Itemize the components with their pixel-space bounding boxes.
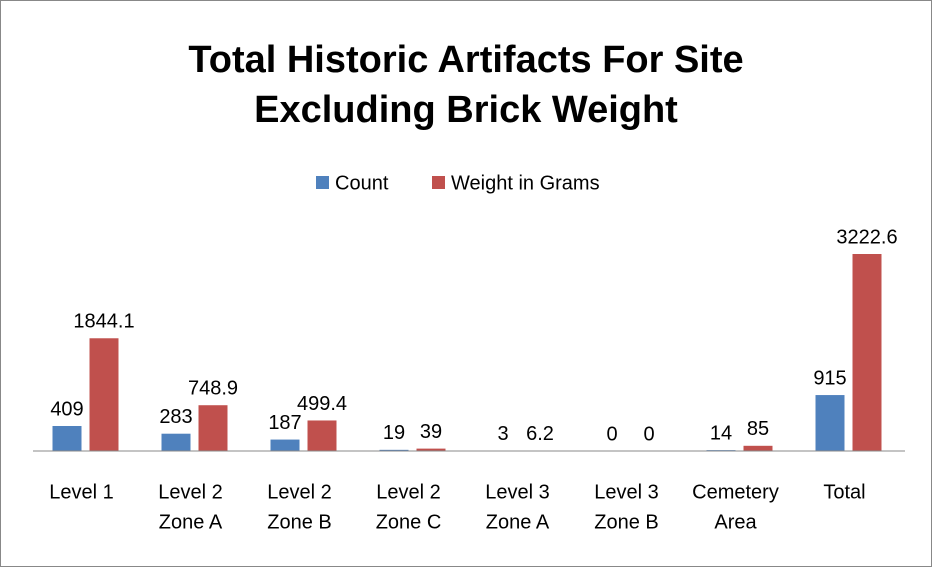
legend-swatch — [316, 176, 329, 189]
legend-label: Count — [335, 172, 389, 194]
data-label: 748.9 — [188, 378, 238, 400]
data-label: 6.2 — [526, 423, 554, 445]
data-label: 3 — [497, 423, 508, 445]
bar — [89, 338, 119, 451]
data-label: 39 — [420, 421, 442, 443]
data-label: 187 — [268, 412, 301, 434]
x-tick-label: Level 3 — [485, 481, 550, 503]
bar — [743, 445, 773, 451]
bar — [270, 439, 300, 451]
bar — [307, 420, 337, 451]
x-tick-label: Level 2 — [158, 481, 223, 503]
x-tick-label: Zone A — [159, 511, 223, 533]
data-label: 499.4 — [297, 393, 347, 415]
x-tick-label: Zone A — [486, 511, 550, 533]
data-label: 19 — [383, 422, 405, 444]
x-tick-label: Total — [823, 481, 865, 503]
x-tick-label: Zone C — [376, 511, 442, 533]
chart-title: Total Historic Artifacts For Site — [188, 39, 743, 81]
chart-title: Excluding Brick Weight — [254, 89, 678, 131]
x-tick-label: Cemetery — [692, 481, 779, 503]
data-label: 283 — [159, 406, 192, 428]
data-label: 14 — [710, 422, 732, 444]
legend-label: Weight in Grams — [451, 172, 600, 194]
data-label: 1844.1 — [73, 311, 134, 333]
bar — [198, 405, 228, 451]
bar — [852, 254, 882, 451]
bar — [815, 395, 845, 451]
data-label: 409 — [50, 398, 83, 420]
x-tick-label: Level 2 — [376, 481, 441, 503]
x-tick-label: Zone B — [594, 511, 658, 533]
data-label: 85 — [747, 418, 769, 440]
legend-swatch — [432, 176, 445, 189]
bar — [416, 448, 446, 451]
bar — [379, 449, 409, 451]
x-tick-label: Level 2 — [267, 481, 332, 503]
x-tick-label: Zone B — [267, 511, 331, 533]
x-tick-label: Area — [714, 511, 757, 533]
x-tick-label: Level 1 — [49, 481, 114, 503]
bar — [161, 433, 191, 451]
data-label: 0 — [643, 423, 654, 445]
data-label: 0 — [606, 423, 617, 445]
data-label: 3222.6 — [836, 226, 897, 248]
bar — [52, 425, 82, 451]
x-tick-label: Level 3 — [594, 481, 659, 503]
data-label: 915 — [813, 367, 846, 389]
